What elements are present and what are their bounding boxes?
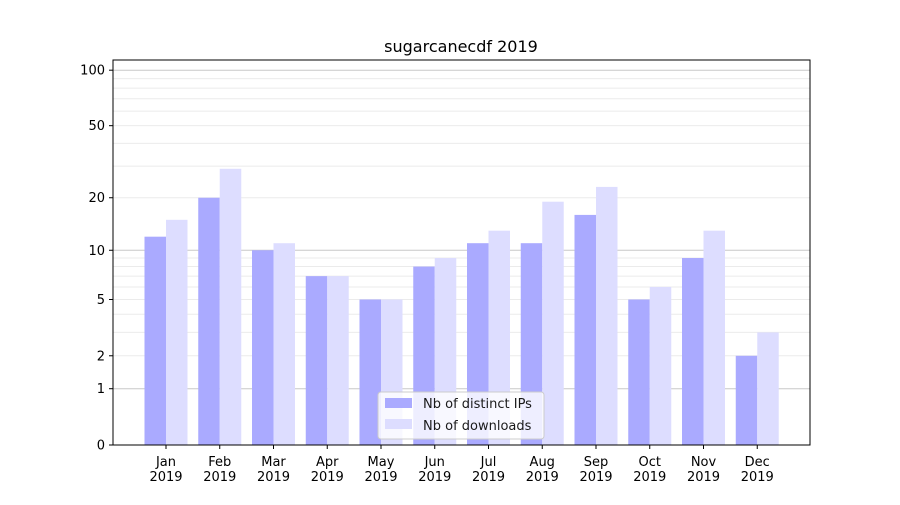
x-tick-label: Sep 2019	[579, 455, 612, 485]
x-tick-label: May 2019	[364, 455, 397, 485]
bar-downloads	[703, 230, 725, 445]
axes-frame	[112, 59, 811, 446]
x-tick-label: Jun 2019	[418, 455, 451, 485]
bar-downloads	[596, 186, 618, 445]
y-tick-label: 100	[80, 64, 105, 79]
bar-downloads	[649, 286, 672, 445]
bar-distinct-ips	[144, 236, 166, 445]
x-tick-label: Oct 2019	[633, 455, 666, 485]
legend-label-downloads: Nb of downloads	[423, 419, 532, 434]
x-tick-label: Jan 2019	[149, 455, 182, 485]
bar-downloads	[488, 230, 510, 445]
legend: Nb of distinct IPs Nb of downloads	[377, 391, 545, 440]
bar-distinct-ips	[682, 257, 704, 445]
x-tick-label: Dec 2019	[741, 455, 774, 485]
bar-downloads	[273, 243, 295, 445]
bar-distinct-ips	[628, 299, 650, 445]
bar-downloads	[757, 332, 779, 445]
y-tick-label: 50	[88, 119, 105, 134]
bar-downloads	[327, 276, 349, 445]
x-tick-label: Aug 2019	[526, 455, 559, 485]
y-tick-label: 0	[97, 439, 105, 454]
chart-title: sugarcanecdf 2019	[384, 37, 538, 56]
y-tick-label: 2	[97, 349, 105, 364]
bar-distinct-ips	[574, 214, 596, 445]
x-tick-label: Feb 2019	[203, 455, 236, 485]
bar-downloads	[219, 168, 242, 445]
legend-label-ips: Nb of distinct IPs	[423, 397, 532, 412]
x-tick-label: Apr 2019	[311, 455, 344, 485]
legend-swatch-downloads	[385, 419, 412, 429]
bar-downloads	[166, 219, 188, 445]
x-tick-label: Mar 2019	[257, 455, 290, 485]
x-tick-label: Jul 2019	[472, 455, 505, 485]
y-tick-label: 5	[97, 293, 105, 308]
legend-box	[377, 391, 545, 440]
bar-distinct-ips	[305, 276, 328, 445]
y-tick-label: 10	[88, 244, 105, 259]
bar-distinct-ips	[359, 299, 381, 445]
y-tick-label: 1	[97, 382, 105, 397]
bar-distinct-ips	[252, 250, 274, 445]
bar-distinct-ips	[198, 197, 220, 445]
y-tick-label: 20	[88, 191, 105, 206]
bar-distinct-ips	[735, 355, 758, 445]
bar-downloads	[542, 201, 564, 445]
x-tick-label: Nov 2019	[687, 455, 720, 485]
legend-swatch-ips	[385, 398, 412, 408]
